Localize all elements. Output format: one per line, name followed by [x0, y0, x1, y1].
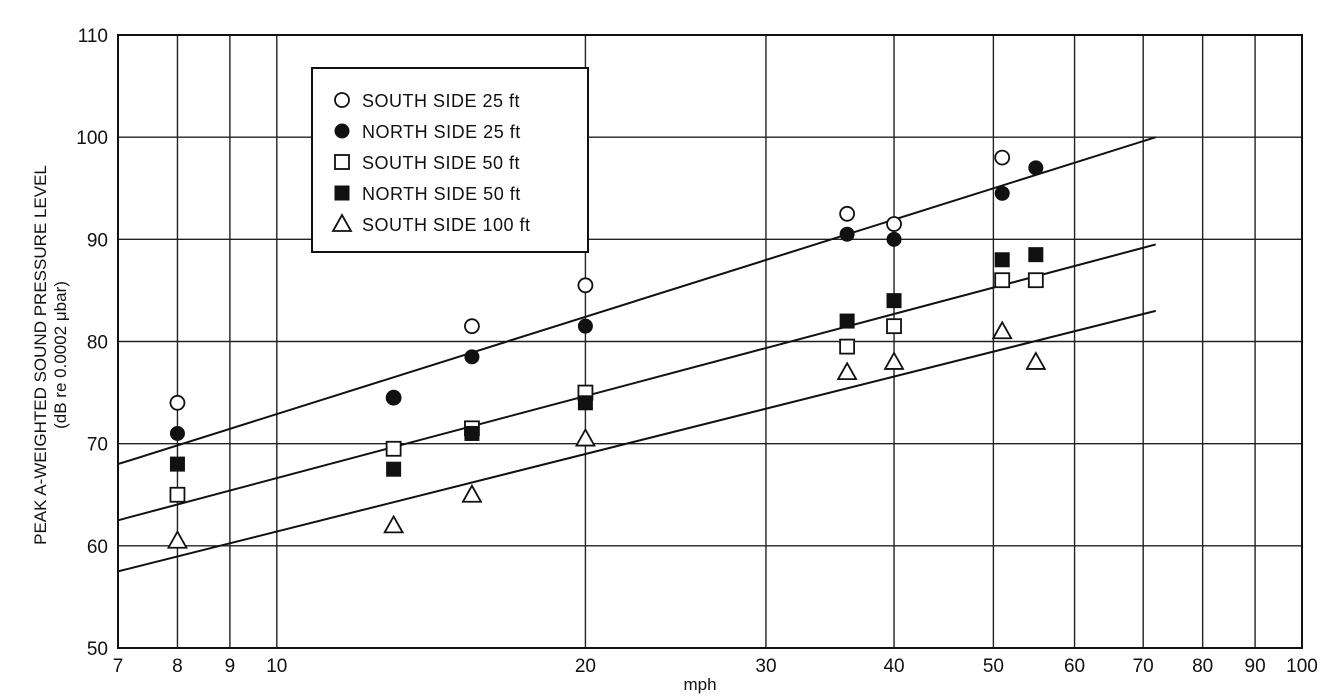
grid	[117, 34, 1303, 649]
data-point	[883, 351, 905, 370]
data-point	[994, 252, 1010, 268]
series-2	[169, 272, 1044, 503]
x-tick-label: 40	[883, 656, 904, 677]
data-point	[169, 486, 186, 503]
legend-marker	[331, 213, 353, 232]
y-tick-label: 60	[87, 537, 108, 558]
data-point	[386, 461, 402, 477]
data-point	[994, 149, 1011, 166]
x-tick-label: 30	[755, 656, 776, 677]
data-point	[1025, 351, 1047, 370]
data-point	[169, 425, 185, 441]
x-tick-label: 50	[983, 656, 1004, 677]
legend-items: SOUTH SIDE 25 ft NORTH SIDE 25 ft SOUTH SI…	[331, 91, 531, 235]
legend-box	[311, 67, 589, 253]
fit-line	[117, 243, 1156, 522]
y-tick-label: 50	[87, 639, 108, 660]
y-axis-unit: (dB re 0.0002 μbar)	[51, 281, 70, 429]
legend: SOUTH SIDE 25 ft NORTH SIDE 25 ft SOUTH SI…	[311, 67, 589, 253]
x-axis-title: mph	[683, 675, 716, 694]
x-tick-label: 20	[575, 656, 596, 677]
data-point	[839, 338, 856, 355]
legend-marker	[334, 185, 350, 201]
legend-marker	[334, 92, 350, 108]
series-3	[169, 247, 1044, 477]
regression-lines	[117, 136, 1157, 573]
data-point	[166, 529, 188, 549]
y-tick-label: 70	[87, 435, 108, 456]
data-point	[1027, 272, 1044, 289]
series-4	[166, 320, 1047, 549]
data-point	[839, 226, 855, 242]
data-point	[385, 440, 402, 457]
data-point	[839, 313, 855, 329]
data-point	[1028, 160, 1044, 176]
legend-marker	[334, 123, 350, 139]
data-point	[577, 395, 593, 411]
x-tick-labels: 7 8 9 10 20 30 40 50 60 70 80 90 100	[113, 656, 1318, 677]
fit-line	[117, 136, 1157, 466]
data-point	[1028, 247, 1044, 263]
x-tick-label: 10	[266, 656, 287, 677]
data-point	[886, 231, 902, 247]
legend-label: NORTH SIDE 25 ft	[362, 122, 521, 142]
data-point	[577, 318, 593, 334]
data-point	[886, 293, 902, 309]
legend-label: NORTH SIDE 50 ft	[362, 184, 521, 204]
x-tick-label: 60	[1064, 656, 1085, 677]
y-tick-label: 80	[87, 333, 108, 354]
y-tick-labels: 50 60 70 80 90 100 110	[76, 26, 108, 660]
data-point	[886, 216, 902, 232]
data-point	[464, 349, 480, 365]
data-points	[166, 149, 1047, 549]
legend-label: SOUTH SIDE 100 ft	[362, 215, 531, 235]
legend-label: SOUTH SIDE 50 ft	[362, 153, 520, 173]
x-tick-label: 80	[1192, 656, 1213, 677]
series-1	[169, 160, 1044, 441]
data-point	[574, 427, 596, 447]
x-tick-label: 9	[225, 656, 236, 677]
x-tick-label: 90	[1245, 656, 1266, 677]
data-point	[169, 456, 185, 472]
data-point	[994, 185, 1010, 201]
y-tick-label: 100	[76, 128, 108, 149]
data-point	[464, 425, 480, 441]
y-axis-title: PEAK A-WEIGHTED SOUND PRESSURE LEVEL	[31, 165, 50, 545]
data-point	[464, 318, 480, 335]
legend-label: SOUTH SIDE 25 ft	[362, 91, 520, 111]
y-tick-label: 90	[87, 230, 108, 251]
data-point	[577, 277, 594, 294]
x-tick-label: 8	[172, 656, 183, 677]
fit-line	[117, 309, 1156, 573]
data-point	[169, 394, 186, 411]
data-point	[991, 320, 1013, 340]
series-0	[169, 149, 1011, 411]
x-tick-label: 70	[1133, 656, 1154, 677]
x-tick-label: 7	[113, 656, 124, 677]
legend-marker	[334, 154, 350, 170]
data-point	[461, 483, 483, 503]
x-tick-label: 100	[1286, 656, 1318, 677]
data-point	[994, 272, 1011, 289]
data-point	[836, 361, 858, 381]
data-point	[886, 318, 902, 335]
data-point	[386, 390, 402, 406]
data-point	[383, 514, 405, 534]
plot-frame	[117, 34, 1303, 649]
data-point	[839, 205, 856, 222]
y-tick-label: 110	[78, 26, 108, 47]
